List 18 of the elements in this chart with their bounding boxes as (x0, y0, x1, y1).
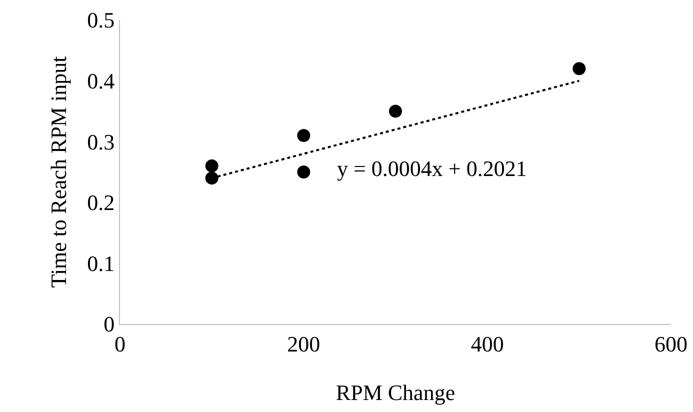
y-tick-label: 0.2 (87, 190, 115, 216)
point (297, 129, 310, 142)
point (389, 104, 402, 118)
point (205, 159, 218, 172)
y-tick-label: 0.3 (87, 129, 115, 154)
x-tick-label: 400 (470, 331, 504, 356)
x-tick-label: 200 (287, 331, 320, 356)
annotation: y = 0.0004x + 0.2021 (337, 156, 527, 181)
x-tick-label: 600 (654, 331, 688, 356)
y-tick-label: 0 (104, 312, 115, 337)
x-axis-title: RPM Change (336, 380, 456, 405)
point (297, 166, 310, 178)
y-axis-title: Time to Reach RPM input (46, 56, 71, 288)
y-tick-label: 0.1 (87, 250, 115, 276)
point (572, 62, 586, 76)
y-tick-label: 0.5 (87, 8, 115, 33)
point (205, 172, 218, 185)
y-tick-label: 0.4 (87, 68, 115, 94)
